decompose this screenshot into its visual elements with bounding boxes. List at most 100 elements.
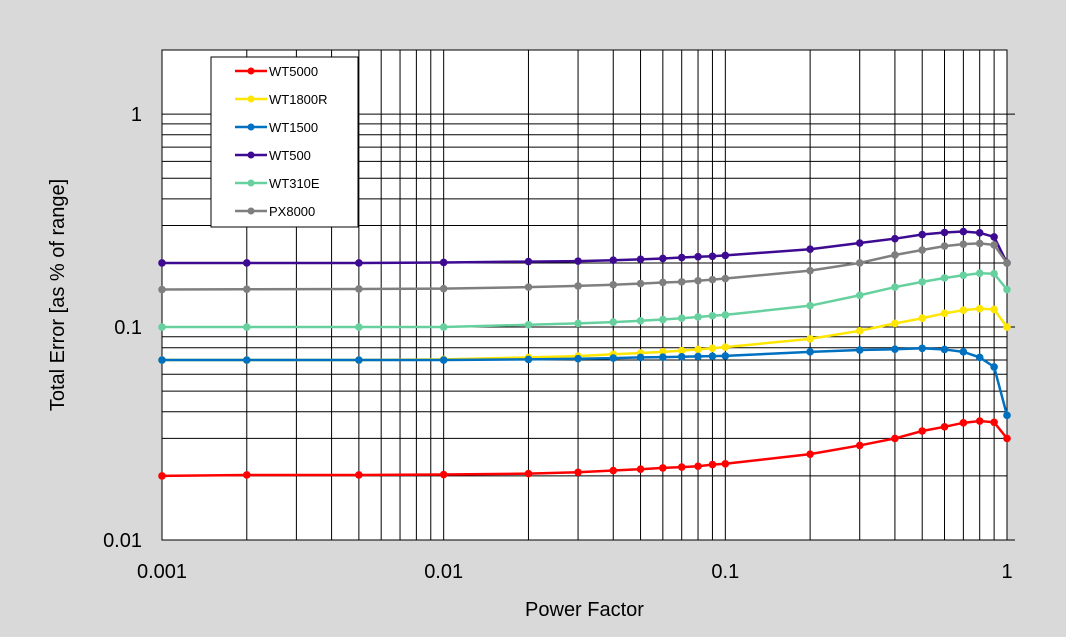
data-point — [806, 450, 814, 458]
data-point — [806, 335, 814, 343]
data-point — [721, 352, 730, 360]
data-point — [574, 319, 582, 328]
data-point — [959, 419, 968, 427]
data-point — [439, 258, 448, 267]
data-point — [694, 345, 702, 354]
data-point — [806, 266, 814, 275]
data-point — [609, 280, 618, 289]
data-point — [891, 283, 899, 291]
data-point — [659, 315, 667, 324]
series-px8000 — [158, 239, 1011, 294]
data-point — [855, 327, 864, 335]
legend-swatch-marker — [247, 207, 255, 215]
data-point — [355, 259, 363, 267]
legend-swatch-marker — [247, 67, 255, 75]
data-point — [708, 311, 717, 320]
series-line — [162, 271, 1008, 329]
data-point — [940, 242, 949, 250]
data-point — [636, 279, 645, 288]
data-point — [694, 352, 702, 361]
data-point — [975, 239, 984, 248]
data-point — [636, 465, 645, 474]
data-point — [677, 352, 686, 361]
data-point — [708, 275, 717, 284]
data-point — [990, 233, 998, 241]
data-point — [891, 345, 899, 354]
data-point — [694, 276, 702, 285]
data-point — [677, 278, 686, 286]
legend-entry: WT5000 — [235, 64, 318, 79]
data-point — [677, 314, 686, 323]
data-point — [694, 313, 702, 321]
data-point — [524, 257, 533, 266]
data-point — [708, 460, 717, 469]
data-point — [1003, 434, 1011, 443]
series-wt310e — [158, 269, 1011, 331]
legend-entry: WT1800R — [235, 92, 328, 107]
data-point — [959, 240, 968, 248]
data-point — [975, 417, 984, 425]
data-point — [975, 269, 984, 278]
y-axis-title: Total Error [as % of range] — [47, 179, 69, 411]
data-point — [806, 245, 814, 254]
data-point — [990, 269, 998, 278]
data-point — [708, 344, 717, 353]
data-point — [609, 256, 618, 265]
legend-entry: WT310E — [235, 176, 320, 191]
legend-label: WT5000 — [269, 64, 318, 79]
legend-swatch-marker — [247, 123, 255, 131]
legend: WT5000 WT1800R WT1500 WT500 WT310E PX8000 — [210, 56, 359, 228]
data-point — [242, 471, 251, 479]
data-point — [855, 259, 864, 267]
data-point — [855, 441, 864, 450]
legend-swatch-marker — [247, 179, 255, 187]
data-point — [574, 354, 582, 363]
data-point — [636, 255, 645, 264]
data-point — [891, 234, 899, 243]
data-point — [355, 323, 363, 331]
data-point — [677, 346, 686, 355]
data-point — [940, 228, 949, 237]
data-point — [990, 418, 998, 427]
legend-label: WT310E — [269, 176, 320, 191]
data-point — [636, 353, 645, 362]
data-point — [990, 241, 998, 249]
data-point — [609, 466, 618, 475]
data-point — [158, 285, 166, 294]
data-point — [524, 469, 533, 478]
data-point — [439, 323, 448, 331]
data-point — [355, 285, 363, 293]
data-point — [721, 459, 730, 468]
x-tick-label: 0.001 — [137, 561, 187, 583]
data-point — [721, 311, 730, 319]
data-point — [158, 472, 166, 480]
data-point — [708, 252, 717, 261]
data-point — [355, 471, 363, 479]
legend-swatch-marker — [247, 95, 255, 103]
data-point — [855, 291, 864, 300]
x-tick-label: 0.01 — [424, 561, 463, 583]
data-point — [1003, 411, 1011, 420]
data-point — [524, 320, 533, 329]
data-point — [918, 230, 927, 239]
data-point — [975, 304, 984, 313]
data-point — [694, 462, 702, 471]
axis-layer: 0.001 0.01 0.1 1 0.01 0.1 1 Power Factor Total E… — [47, 104, 1013, 621]
data-point — [659, 254, 667, 263]
data-point — [574, 468, 582, 477]
data-point — [677, 253, 686, 262]
data-point — [975, 353, 984, 362]
data-point — [1003, 323, 1011, 331]
data-point — [918, 314, 927, 323]
data-point — [1003, 259, 1011, 267]
data-point — [918, 344, 927, 353]
data-point — [609, 318, 618, 326]
data-point — [242, 285, 251, 294]
legend-entry: WT500 — [235, 148, 311, 163]
data-point — [659, 348, 667, 356]
data-point — [439, 470, 448, 479]
data-point — [855, 239, 864, 247]
data-point — [524, 283, 533, 291]
data-point — [158, 356, 166, 364]
legend-label: WT1800R — [269, 92, 328, 107]
